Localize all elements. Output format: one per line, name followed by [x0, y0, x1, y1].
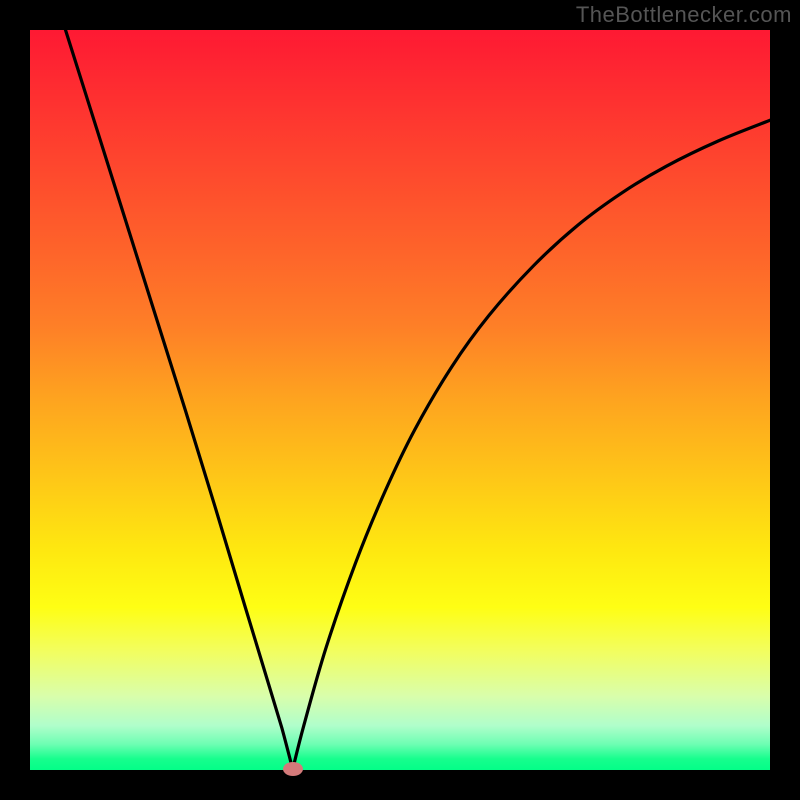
- watermark-text: TheBottlenecker.com: [576, 2, 792, 28]
- curve-right-branch: [293, 120, 770, 769]
- curve-left-branch: [66, 30, 293, 769]
- curve-svg: [30, 30, 770, 770]
- minimum-marker: [283, 762, 303, 776]
- plot-area: [30, 30, 770, 770]
- chart-container: TheBottlenecker.com: [0, 0, 800, 800]
